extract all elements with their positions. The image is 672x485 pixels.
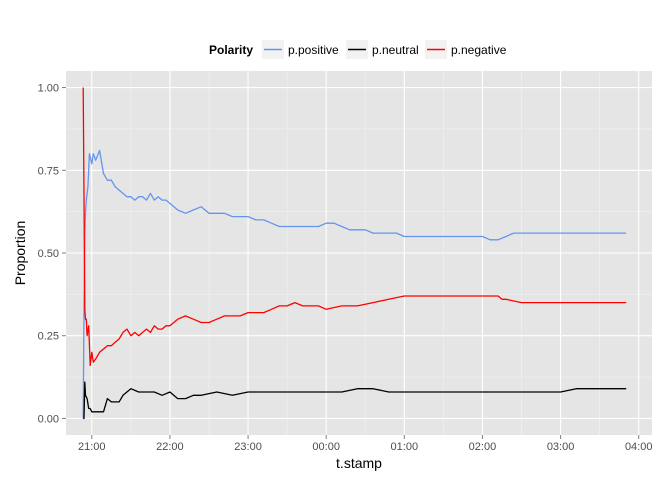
- x-tick-label: 03:00: [547, 441, 575, 453]
- legend-label-p-positive: p.positive: [288, 43, 339, 57]
- y-tick-label: 1.00: [38, 83, 59, 95]
- x-tick-label: 21:00: [78, 441, 106, 453]
- x-tick-label: 23:00: [234, 441, 262, 453]
- series-line-p-negative: [82, 87, 627, 367]
- y-axis: 0.00 0.25 0.50 0.75 1.00: [38, 83, 66, 425]
- x-tick-label: 01:00: [391, 441, 419, 453]
- x-tick-label: 00:00: [312, 441, 340, 453]
- x-axis: 21:00 22:00 23:00 00:00 01:00 02:00 03:00 04:00: [78, 435, 652, 453]
- legend: Polarity p.positive p.neutral p.negative: [209, 40, 507, 59]
- series-line-p-neutral: [83, 381, 627, 420]
- x-tick-label: 22:00: [156, 441, 184, 453]
- legend-label-p-negative: p.negative: [451, 43, 507, 57]
- series-line-p-positive: [82, 149, 627, 419]
- y-tick-label: 0.75: [38, 165, 59, 177]
- legend-label-p-neutral: p.neutral: [372, 43, 419, 57]
- x-tick-label: 02:00: [469, 441, 497, 453]
- y-axis-title: Proportion: [12, 221, 28, 286]
- y-tick-label: 0.00: [38, 413, 59, 425]
- series-group: [82, 87, 627, 420]
- x-tick-label: 04:00: [625, 441, 653, 453]
- y-tick-label: 0.50: [38, 248, 59, 260]
- y-tick-label: 0.25: [38, 331, 59, 343]
- x-axis-title: t.stamp: [336, 455, 382, 471]
- grid: [66, 71, 652, 435]
- legend-title: Polarity: [209, 43, 253, 57]
